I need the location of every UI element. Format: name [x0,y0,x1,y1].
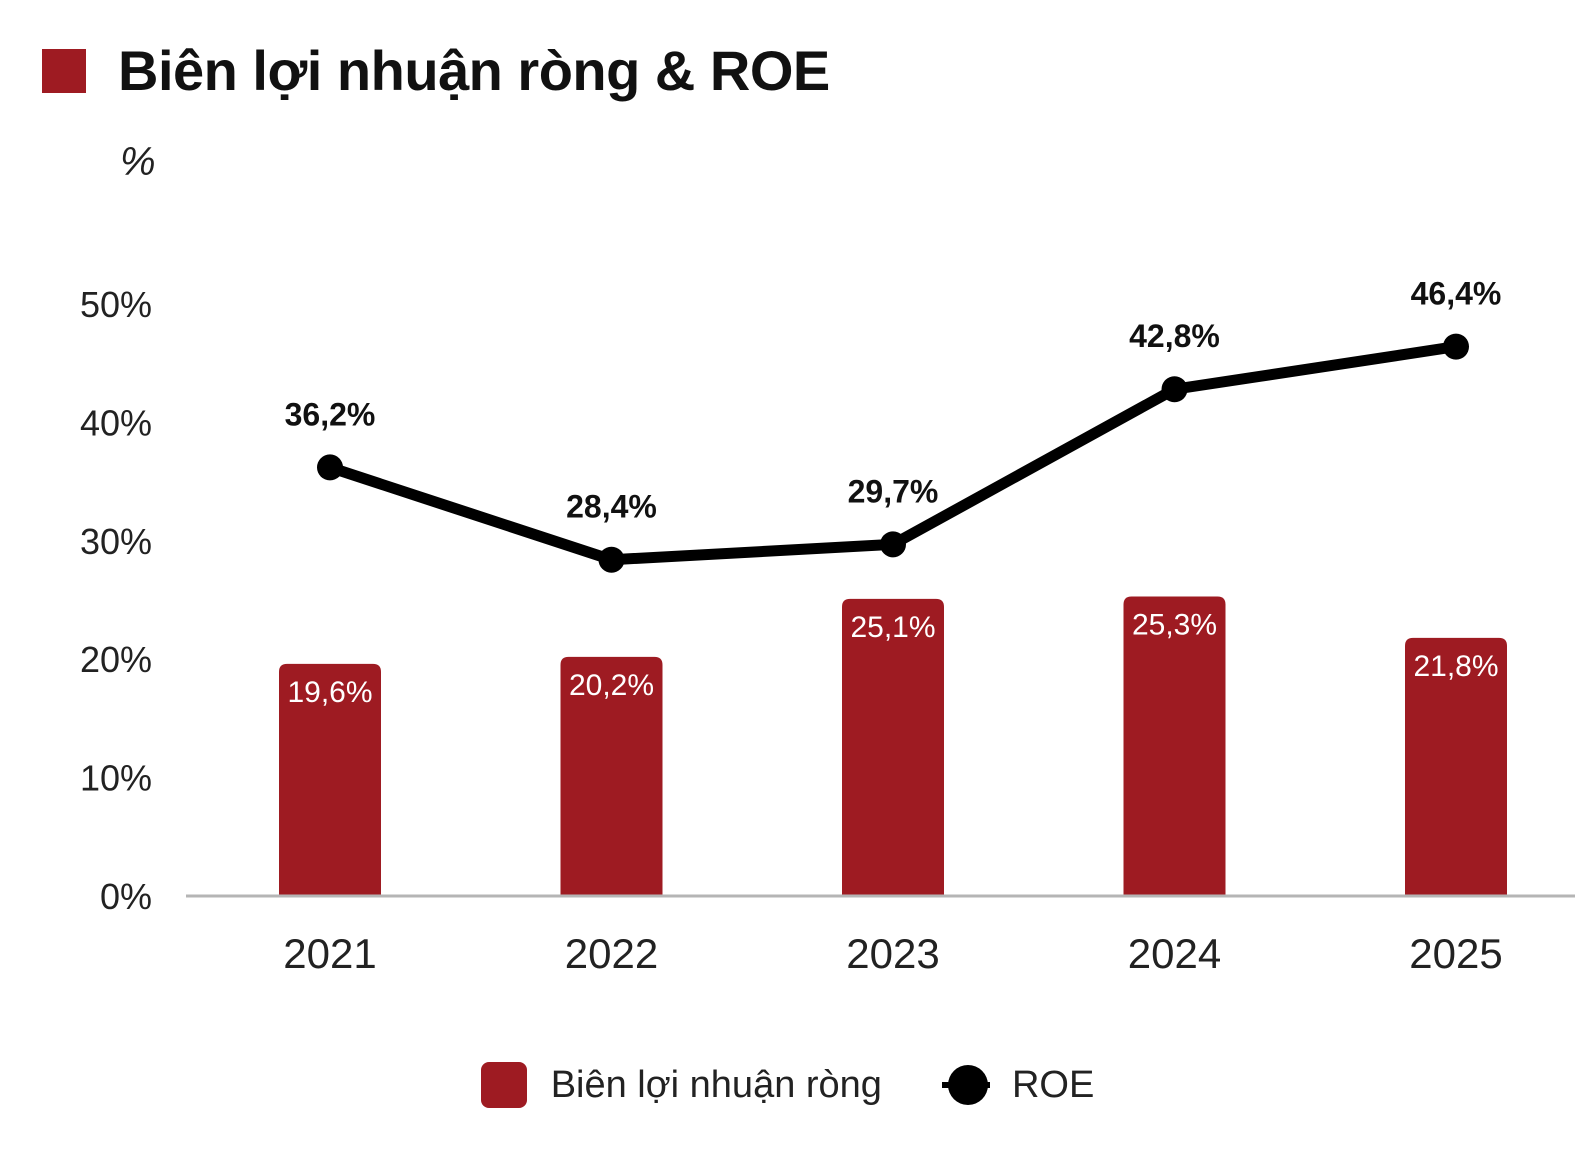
legend-label-roe: ROE [1011,1063,1095,1106]
roe-data-label: 29,7% [848,473,939,509]
bar-net-margin [842,598,944,896]
bar-swatch-icon [480,1062,527,1108]
chart-title-block: Biên lợi nhuận ròng & ROE [42,38,830,103]
y-axis-unit-label: % [120,140,156,184]
legend-item-roe: ROE [941,1062,1095,1108]
roe-data-label: 28,4% [566,489,657,525]
y-tick-label: 40% [80,402,152,443]
roe-data-label: 42,8% [1129,318,1220,354]
roe-point [317,454,343,481]
bar-data-label: 25,3% [1132,608,1217,641]
legend-item-net-margin: Biên lợi nhuận ròng [480,1062,882,1108]
line-dot-icon [941,1062,990,1108]
bar-data-label: 21,8% [1413,650,1498,683]
roe-data-label: 36,2% [285,396,376,432]
bar-net-margin [560,656,663,896]
x-tick-label: 2022 [565,930,658,977]
x-tick-label: 2025 [1409,930,1502,977]
y-tick-label: 10% [80,758,152,799]
bar-net-margin [1405,637,1507,896]
bar-data-label: 25,1% [850,611,935,644]
bar-net-margin [1123,596,1226,896]
roe-point [1443,333,1469,360]
legend-label-net-margin: Biên lợi nhuận ròng [550,1063,882,1106]
x-tick-label: 2023 [846,930,939,977]
bar-net-margin [279,663,381,896]
roe-point [598,546,625,573]
title-marker-icon [42,48,86,93]
bar-data-label: 20,2% [569,669,654,702]
chart-plot: 0% 10% 20% 30% 40% 50% 19,6% 20,2% 25,1% 25,3% 21,… [80,276,1575,977]
roe-point [880,531,906,558]
chart-title: Biên lợi nhuận ròng & ROE [118,39,830,102]
y-tick-label: 0% [100,876,152,917]
x-tick-label: 2021 [283,930,376,977]
y-tick-label: 30% [80,521,152,562]
y-tick-label: 50% [80,284,152,325]
y-tick-label: 20% [80,639,152,680]
x-tick-label: 2024 [1128,930,1221,977]
roe-data-label: 46,4% [1411,276,1502,312]
roe-point [1161,376,1188,403]
roe-line [324,341,1462,566]
chart-legend: Biên lợi nhuận ròng ROE [0,1062,1575,1108]
bar-data-label: 19,6% [287,676,372,709]
